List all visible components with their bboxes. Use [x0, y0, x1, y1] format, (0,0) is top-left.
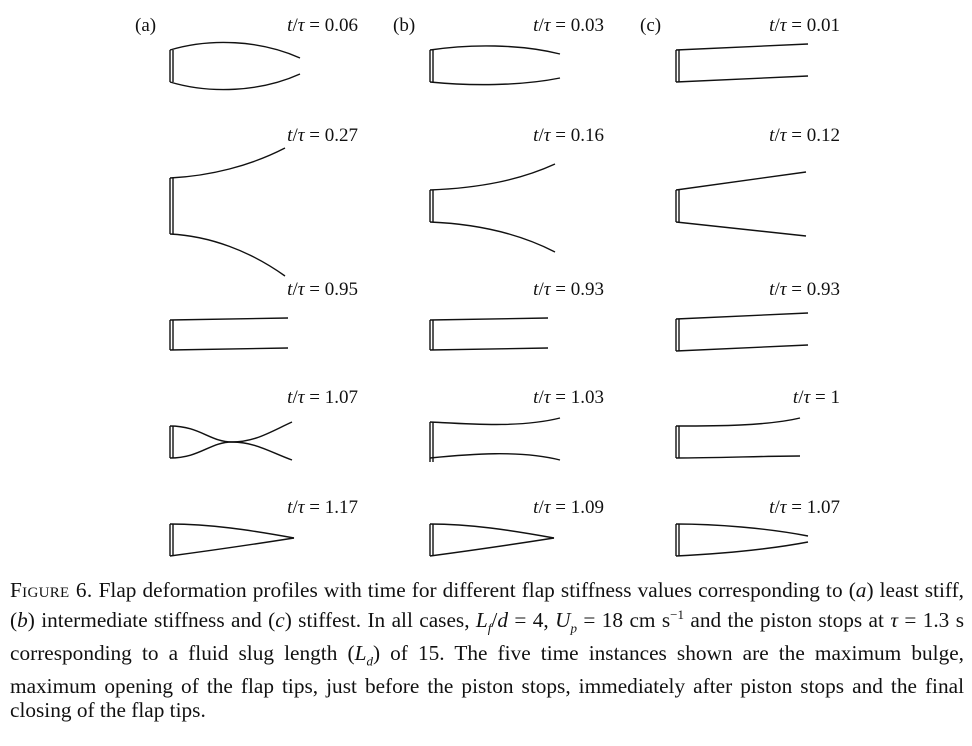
caption-a: a — [855, 578, 867, 602]
time-label: t/τ = 0.12 — [769, 125, 840, 146]
flap-profile — [675, 171, 807, 237]
flap-profile — [169, 41, 301, 91]
flap-profile — [429, 417, 561, 462]
caption-text: and the piston stops at — [690, 607, 884, 632]
figure-number: Figure 6. — [10, 578, 93, 602]
flap-profile — [675, 523, 809, 557]
time-label: t/τ = 1.09 — [533, 497, 604, 518]
caption-eq-tau: τ = 1.3 s — [890, 607, 965, 632]
caption-text: ) least stiff, ( — [10, 578, 965, 632]
time-label: t/τ = 0.27 — [287, 125, 358, 146]
flap-profile — [675, 43, 809, 83]
flap-profile — [675, 312, 809, 352]
caption-text: Flap deformation profiles with time for … — [98, 578, 856, 602]
caption-b: b — [17, 607, 28, 632]
flap-profile — [169, 317, 289, 351]
flap-profile — [429, 523, 555, 557]
caption-text: ) stiffest. In all cases, — [284, 607, 470, 632]
time-label: t/τ = 0.93 — [769, 279, 840, 300]
flap-profile — [675, 417, 801, 459]
panel-label-a: (a) — [135, 15, 157, 36]
time-label: t/τ = 0.01 — [769, 15, 840, 36]
figure-caption: Figure 6. Flap deformation profiles with… — [10, 578, 964, 723]
time-label: t/τ = 0.93 — [533, 279, 604, 300]
flap-profile — [169, 147, 286, 277]
time-label: t/τ = 0.06 — [287, 15, 358, 36]
flap-profile — [429, 317, 549, 351]
time-label: t/τ = 1 — [792, 387, 840, 408]
time-label: t/τ = 1.07 — [769, 497, 840, 518]
caption-c: c — [275, 607, 285, 632]
caption-text: corresponding to a fluid slug length ( — [10, 640, 355, 665]
time-label: t/τ = 1.17 — [287, 497, 358, 518]
caption-eq-lf: Lf/d = 4, — [475, 607, 549, 636]
figure-6: (a) t/τ = 0.06 t/τ = 0.27 t/τ = 0.95 t/τ = 1… — [135, 15, 840, 557]
panel-label-b: (b) — [393, 15, 416, 36]
time-label: t/τ = 0.16 — [533, 125, 604, 146]
time-label: t/τ = 1.07 — [287, 387, 358, 408]
time-label: t/τ = 0.95 — [287, 279, 358, 300]
time-label: t/τ = 1.03 — [533, 387, 604, 408]
panel-label-c: (c) — [640, 15, 662, 36]
time-label: t/τ = 0.03 — [533, 15, 604, 36]
caption-eq-up: Up = 18 cm s−1 — [555, 606, 684, 636]
caption-text: ) intermediate stiffness and ( — [27, 607, 276, 632]
flap-profile — [169, 523, 295, 557]
flap-profile — [429, 163, 556, 253]
flap-profile — [169, 421, 293, 461]
caption-eq-ld: Ld — [354, 640, 373, 668]
caption-text: ) of 15. The five time instances shown a… — [10, 640, 964, 723]
flap-profile — [429, 45, 561, 86]
